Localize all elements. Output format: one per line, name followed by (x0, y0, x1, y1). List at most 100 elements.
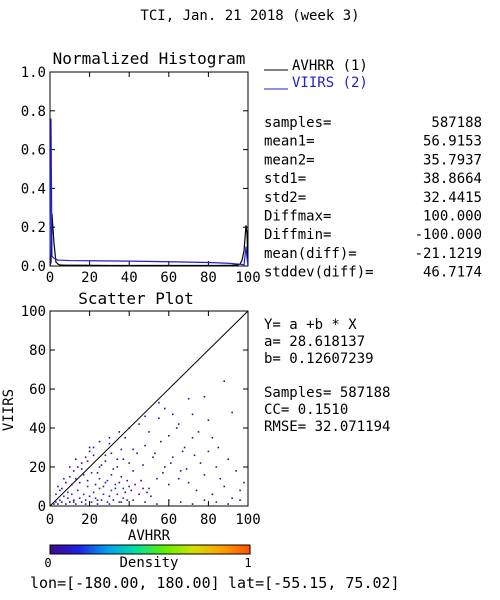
histogram-ytick-label: 0.0 (21, 259, 46, 275)
scatter-point (146, 491, 148, 494)
scatter-point (98, 487, 101, 490)
histogram-lines (49, 118, 249, 267)
scatter-point (207, 450, 210, 453)
scatter-point (142, 487, 144, 490)
stat-label: mean(diff)= (264, 246, 357, 262)
scatter-point (84, 503, 87, 505)
regression-line: a= 28.618137 (264, 334, 365, 350)
histogram-series-avhrr (49, 213, 249, 267)
histogram-ytick-label: 1.0 (21, 65, 46, 81)
scatter-point (86, 460, 89, 462)
scatter-title: Scatter Plot (78, 289, 194, 308)
scatter-point (82, 474, 85, 476)
colorbar-title: Density (119, 555, 178, 571)
stat-label: std2= (264, 190, 306, 206)
scatter-point (118, 481, 121, 484)
scatter-point (203, 396, 206, 398)
scatter-point (156, 477, 158, 480)
scatter-ytick-label: 20 (29, 460, 46, 476)
footer-lon: lon=[-180.00, 180.00] (30, 574, 220, 592)
scatter-point (69, 475, 71, 478)
regression-line: CC= 0.1510 (264, 402, 348, 418)
stat-value: 56.9153 (423, 134, 482, 150)
scatter-frame (49, 310, 249, 507)
scatter-point (80, 468, 83, 470)
scatter-point (215, 466, 218, 468)
scatter-point (138, 423, 140, 425)
scatter-point (175, 427, 178, 429)
scatter-point (86, 485, 89, 488)
scatter-point (108, 503, 111, 505)
scatter-point (100, 499, 103, 501)
scatter-point (63, 495, 65, 498)
scatter-point (65, 503, 67, 505)
scatter-xtick-label: 20 (81, 512, 98, 528)
stat-value: 46.7174 (423, 265, 482, 281)
scatter-point (239, 499, 241, 501)
scatter-point (110, 489, 113, 492)
scatter-point (112, 468, 115, 470)
histogram-xtick-label: 80 (200, 270, 217, 286)
scatter-point (61, 501, 63, 503)
scatter-point (191, 503, 194, 505)
scatter-point (168, 435, 170, 437)
scatter-point (72, 470, 75, 472)
scatter-point (183, 446, 186, 449)
stat-value: 100.000 (423, 209, 482, 225)
scatter-point (69, 501, 71, 503)
scatter-point (84, 456, 87, 459)
scatter-point (57, 485, 59, 488)
scatter-point (67, 497, 69, 499)
scatter-point (74, 458, 77, 460)
stat-value: 35.7937 (423, 152, 482, 168)
scatter-point (235, 470, 237, 472)
footer-lat: lat=[-55.15, 75.02] (228, 574, 400, 592)
scatter-point (72, 499, 75, 501)
histogram-ytick-label: 0.8 (21, 104, 46, 120)
scatter-xtick-label: 0 (46, 512, 54, 528)
scatter-point (171, 413, 174, 416)
scatter-point (168, 483, 170, 486)
stat-label: mean2= (264, 152, 315, 168)
scatter-ytick-label: 100 (21, 304, 46, 320)
scatter-point (158, 417, 160, 420)
scatter-point (72, 501, 75, 503)
stat-label: std1= (264, 171, 306, 187)
scatter-point (211, 436, 214, 439)
scatter-point (185, 468, 188, 470)
scatter-point (102, 493, 105, 496)
scatter-point (116, 458, 119, 460)
scatter-point (126, 479, 129, 482)
histogram-xtick-label: 0 (46, 270, 54, 286)
regression-line: b= 0.12607239 (264, 351, 374, 367)
scatter-ytick-label: 80 (29, 343, 46, 359)
scatter-point (114, 487, 117, 490)
scatter-point (164, 407, 166, 410)
scatter-point (57, 503, 59, 505)
scatter-point (96, 499, 99, 501)
scatter-ytick-label: 60 (29, 382, 46, 398)
scatter-point (227, 503, 229, 505)
scatter-point (134, 483, 136, 486)
scatter-point (100, 464, 103, 466)
scatter-point (227, 458, 229, 460)
scatter-point (179, 470, 182, 472)
scatter-point (223, 380, 226, 382)
scatter-point (59, 499, 61, 501)
scatter-point (106, 479, 109, 482)
scatter-point (55, 501, 57, 503)
scatter-ylabel: VIIRS (1, 389, 17, 431)
scatter-point (80, 501, 83, 503)
density-colorbar: 0 Density 1 (44, 544, 252, 571)
scatter-xtick-label: 40 (121, 512, 138, 528)
scatter-point (158, 401, 160, 404)
scatter-point (116, 466, 119, 468)
histogram-xtick-label: 60 (160, 270, 177, 286)
scatter-point (177, 477, 180, 480)
scatter-point (78, 497, 81, 499)
statistics-table: samples= 587188 mean1= 56.9153 mean2= 35.7937… (264, 115, 482, 281)
scatter-point (110, 452, 113, 455)
scatter-point (126, 499, 129, 501)
